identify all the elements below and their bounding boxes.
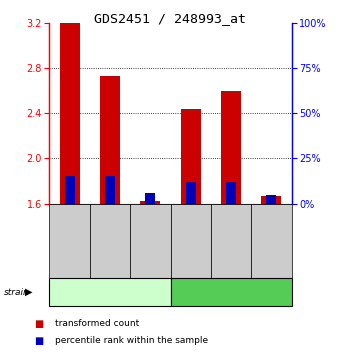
Bar xyxy=(100,76,120,204)
Text: GSM137121: GSM137121 xyxy=(186,218,195,264)
Text: TAC1 overexpressing: TAC1 overexpressing xyxy=(180,287,282,297)
Bar xyxy=(105,177,115,204)
Bar xyxy=(266,195,277,204)
Text: ■: ■ xyxy=(34,336,43,346)
Text: control: control xyxy=(93,287,127,297)
Bar xyxy=(261,196,281,204)
Text: GSM137118: GSM137118 xyxy=(65,218,74,264)
Text: GSM137119: GSM137119 xyxy=(105,218,115,264)
Text: GSM137122: GSM137122 xyxy=(226,218,236,264)
Text: GSM137123: GSM137123 xyxy=(267,218,276,264)
Bar xyxy=(60,23,80,204)
Text: ■: ■ xyxy=(34,319,43,329)
Text: ▶: ▶ xyxy=(25,287,32,297)
Text: percentile rank within the sample: percentile rank within the sample xyxy=(55,336,208,345)
Bar xyxy=(140,201,160,204)
Bar xyxy=(181,109,201,204)
Text: strain: strain xyxy=(3,287,29,297)
Text: GSM137120: GSM137120 xyxy=(146,218,155,264)
Bar xyxy=(186,182,196,204)
Text: GDS2451 / 248993_at: GDS2451 / 248993_at xyxy=(94,12,247,25)
Bar xyxy=(64,177,75,204)
Bar xyxy=(145,193,155,204)
Text: transformed count: transformed count xyxy=(55,319,139,329)
Bar xyxy=(221,91,241,204)
Bar xyxy=(226,182,236,204)
